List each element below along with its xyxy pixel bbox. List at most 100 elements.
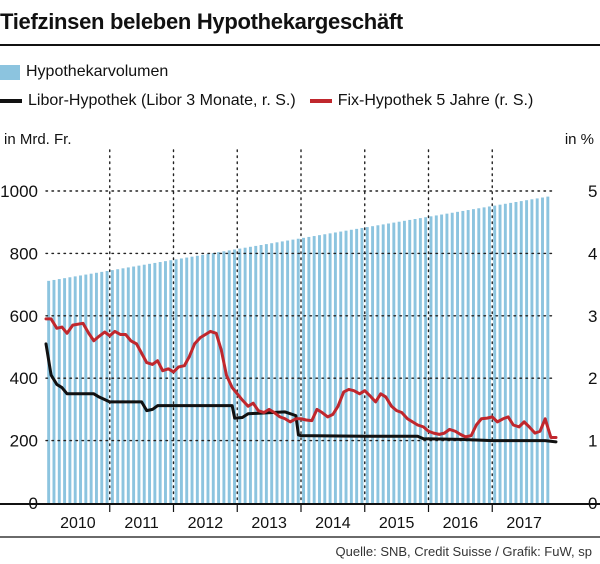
year-label: 2014 (315, 515, 351, 532)
volume-bar (307, 236, 311, 503)
legend-swatch-libor (0, 99, 22, 103)
volume-bar (52, 279, 56, 503)
year-label: 2012 (188, 515, 224, 532)
volume-bar (509, 202, 513, 503)
volume-bar (259, 245, 263, 503)
volume-bar (530, 199, 534, 504)
legend-row-volume: Hypothekarvolumen (0, 61, 168, 83)
libor-line (44, 342, 558, 444)
chart-title: Tiefzinsen beleben Hypothekargeschäft (0, 9, 403, 34)
volume-bar (105, 271, 109, 503)
volume-bar (318, 235, 321, 503)
volume-bar (498, 204, 502, 503)
volume-bar (482, 207, 486, 503)
volume-bar (333, 232, 337, 503)
volume-bar (477, 208, 481, 503)
volume-bar (514, 201, 518, 504)
volume-bar (535, 198, 539, 503)
volume-bar (222, 251, 226, 503)
volume-bar (392, 222, 396, 503)
right-tick-label: 5 (588, 182, 597, 201)
volume-bar (355, 228, 359, 503)
volume-bar (541, 197, 544, 503)
volume-bar (73, 276, 77, 503)
volume-bar (100, 271, 104, 503)
volume-bar (440, 214, 444, 504)
volume-bar (238, 248, 242, 503)
volume-bar (461, 210, 465, 503)
volume-bar (360, 227, 364, 504)
volume-bar (227, 250, 231, 503)
left-tick-label: 800 (10, 244, 38, 263)
volume-bar (164, 261, 167, 503)
chart-plot: 0200400600800100001234520102011201220132… (0, 149, 600, 538)
volume-bar (275, 242, 279, 503)
volume-bar (376, 225, 380, 504)
year-label: 2015 (379, 515, 415, 532)
volume-bar (126, 267, 130, 503)
volume-bar (402, 220, 406, 503)
volume-bar (116, 269, 120, 503)
year-label: 2016 (443, 515, 479, 532)
volume-bar (493, 205, 497, 503)
volume-bar (302, 237, 306, 503)
volume-bar (503, 203, 507, 504)
volume-bar (270, 243, 274, 503)
volume-bar (408, 219, 412, 504)
volume-bar (296, 238, 300, 504)
volume-bar (424, 217, 428, 504)
source-credit: Quelle: SNB, Credit Suisse / Grafik: FuW… (335, 544, 592, 559)
volume-bar (429, 216, 433, 503)
volume-bar (179, 258, 183, 503)
legend-label-libor: Libor-Hypothek (Libor 3 Monate, r. S.) (28, 92, 296, 109)
volume-bar (47, 280, 51, 503)
right-tick-label: 2 (588, 369, 597, 388)
volume-bar (195, 255, 199, 503)
volume-bar (142, 264, 146, 503)
legend-swatch-fix (309, 99, 332, 103)
volume-bar (132, 266, 136, 503)
volume-bar (233, 249, 236, 503)
volume-bar (68, 277, 72, 503)
volume-bar (349, 229, 353, 503)
volume-bar (450, 212, 454, 503)
volume-bar (201, 254, 205, 503)
year-label: 2013 (251, 515, 287, 532)
volume-bar (397, 221, 401, 503)
volume-bar (371, 226, 375, 503)
volume-bar (381, 224, 385, 503)
volume-bar (158, 262, 162, 503)
legend-label-volume: Hypothekarvolumen (26, 63, 169, 80)
legend-swatch-volume (0, 64, 20, 80)
left-tick-label: 600 (10, 307, 38, 326)
volume-bar (312, 236, 316, 504)
volume-bar (243, 247, 247, 503)
volume-bar (418, 218, 422, 503)
volume-bar (148, 263, 152, 503)
volume-bar (456, 211, 459, 503)
left-axis-unit: in Mrd. Fr. (4, 131, 72, 148)
volume-bar (169, 260, 173, 503)
year-label: 2011 (124, 515, 159, 532)
year-label: 2017 (506, 515, 542, 532)
volume-bar (84, 274, 88, 503)
volume-bar (121, 268, 125, 503)
volume-bar (328, 233, 332, 504)
volume-bar (153, 262, 157, 503)
volume-bar (344, 230, 348, 504)
volume-bar (137, 265, 141, 503)
volume-bar (110, 270, 114, 503)
volume-bar (365, 227, 369, 503)
legend-row-rates: Libor-Hypothek (Libor 3 Monate, r. S.) F… (0, 90, 533, 112)
volume-bar (190, 256, 194, 503)
volume-bar (211, 253, 215, 503)
volume-bar (264, 244, 268, 504)
fix-line (44, 317, 558, 439)
volume-bar (79, 275, 82, 503)
volume-bar (387, 223, 390, 503)
volume-bar (519, 201, 523, 503)
volume-bar (174, 259, 178, 503)
volume-bar (546, 196, 550, 503)
volume-bar (339, 231, 343, 503)
